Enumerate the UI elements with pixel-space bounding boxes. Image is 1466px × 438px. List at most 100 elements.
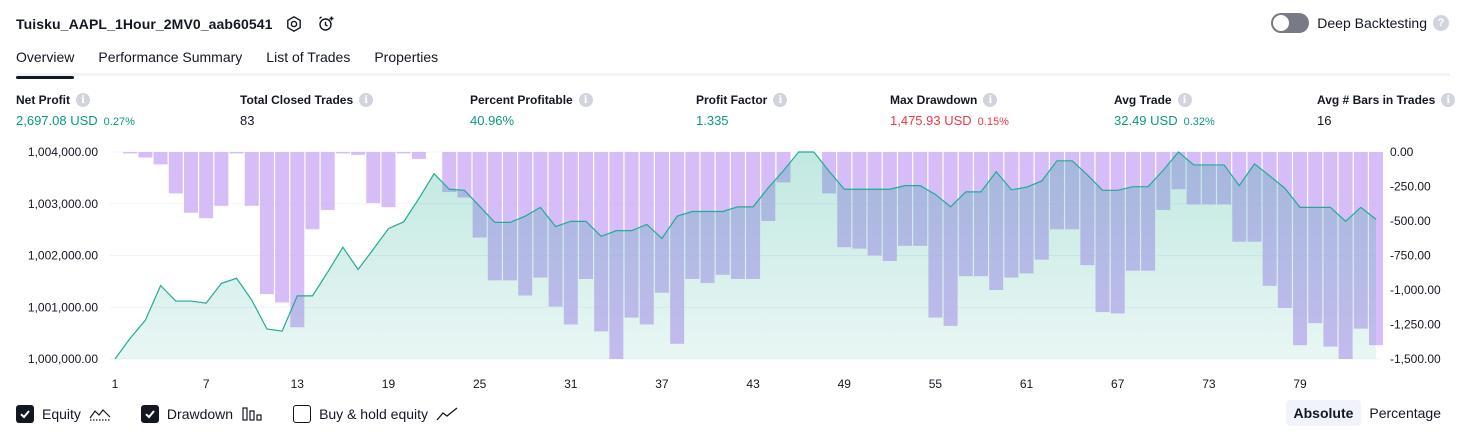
deep-backtesting-toggle[interactable] (1271, 13, 1310, 33)
x-tick-label: 79 (1293, 377, 1307, 390)
chart-legend: Equity Drawdown Buy & hold equity (16, 402, 488, 426)
tab-performance-summary[interactable]: Performance Summary (98, 49, 243, 65)
add-alert-icon[interactable] (315, 13, 337, 35)
drawdown-bar (335, 152, 350, 154)
legend-equity[interactable]: Equity (16, 405, 111, 423)
equity-drawdown-chart[interactable]: 1,004,000.00 1,003,000.00 1,002,000.00 1,00… (0, 140, 1466, 390)
toggle-knob (1273, 15, 1290, 31)
drawdown-bar (320, 152, 335, 210)
deep-backtesting-control: Deep Backtesting ? (1271, 13, 1449, 33)
metrics-row: Net Profit i 2,697.08 USD 0.27% Total Clos… (16, 93, 1456, 133)
metric-avg-trade: Avg Trade i 32.49 USD 0.32% (1114, 93, 1215, 128)
metric-title-text: Profit Factor (696, 93, 768, 107)
drawdown-bar (229, 152, 244, 154)
equity-checkbox[interactable] (16, 405, 34, 423)
axis-labels: 1,004,000.00 1,003,000.00 1,002,000.00 1,00… (28, 145, 1441, 390)
absolute-button[interactable]: Absolute (1285, 400, 1362, 426)
x-tick-label: 49 (838, 377, 852, 390)
y-right-tick-label: -1,000.00 (1390, 283, 1441, 297)
strategy-name: Tuisku_AAPL_1Hour_2MV0_aab60541 (16, 16, 273, 32)
metric-percent: 0.15% (977, 116, 1009, 128)
buy-hold-line-icon (436, 407, 458, 421)
metric-title-text: Avg Trade (1114, 93, 1172, 107)
y-right-tick-label: -750.00 (1390, 249, 1431, 263)
metric-title: Avg # Bars in Trades i (1317, 93, 1456, 107)
equity-line-icon (89, 409, 111, 421)
legend-buy-hold-label: Buy & hold equity (319, 406, 429, 422)
metric-total-closed-trades: Total Closed Trades i 83 (240, 93, 374, 128)
info-icon[interactable]: i (76, 93, 90, 107)
x-tick-label: 25 (473, 377, 487, 390)
metric-title: Total Closed Trades i (240, 93, 374, 107)
settings-icon[interactable] (283, 13, 305, 35)
drawdown-checkbox[interactable] (140, 405, 159, 423)
y-right-tick-label: 0.00 (1390, 145, 1414, 159)
info-icon[interactable]: i (1441, 93, 1456, 107)
info-icon[interactable]: i (1177, 93, 1192, 107)
y-left-tick-label: 1,001,000.00 (28, 300, 98, 314)
metric-value: 40.96% (470, 113, 593, 128)
drawdown-bar (442, 152, 457, 193)
buy-hold-checkbox[interactable] (293, 405, 312, 423)
drawdown-bar (138, 152, 153, 158)
drawdown-bar (259, 152, 274, 295)
drawdown-bar (153, 152, 168, 165)
drawdown-bar (183, 152, 198, 213)
metric-value-text: 16 (1317, 113, 1332, 128)
x-tick-label: 31 (564, 377, 578, 390)
metric-profit-factor: Profit Factor i 1.335 (696, 93, 788, 128)
metric-percent: 0.27% (103, 116, 135, 128)
metric-value: 1,475.93 USD 0.15% (890, 113, 1009, 128)
metric-value-text: 32.49 USD (1114, 113, 1178, 128)
legend-drawdown[interactable]: Drawdown (140, 405, 263, 423)
help-icon[interactable]: ? (1433, 15, 1449, 31)
value-mode-switch: Absolute Percentage (1285, 400, 1450, 426)
metric-value: 83 (240, 113, 373, 128)
metric-value: 1.335 (696, 113, 787, 128)
metric-title: Profit Factor i (696, 93, 788, 107)
metric-max-drawdown: Max Drawdown i 1,475.93 USD 0.15% (890, 93, 1009, 128)
x-tick-label: 61 (1020, 377, 1034, 390)
x-tick-label: 67 (1111, 377, 1125, 390)
metric-title-text: Net Profit (16, 93, 70, 107)
metric-value-text: 83 (240, 113, 255, 128)
drawdown-bar (168, 152, 183, 194)
info-icon[interactable]: i (773, 93, 788, 107)
metric-title: Net Profit i (16, 93, 135, 107)
metric-value: 2,697.08 USD 0.27% (16, 113, 135, 128)
drawdown-bar (351, 152, 366, 155)
metric-value-text: 1.335 (696, 113, 729, 128)
info-icon[interactable]: i (359, 93, 374, 107)
drawdown-bar (290, 152, 305, 328)
tab-properties[interactable]: Properties (374, 49, 439, 65)
y-right-tick-label: -500.00 (1390, 214, 1431, 228)
drawdown-bar (123, 152, 138, 154)
metric-title-text: Total Closed Trades (240, 93, 354, 107)
metric-title: Max Drawdown i (890, 93, 1009, 107)
info-icon[interactable]: i (983, 93, 998, 107)
x-tick-label: 43 (746, 377, 760, 390)
metric-title-text: Percent Profitable (470, 93, 573, 107)
tab-overview[interactable]: Overview (16, 46, 75, 79)
drawdown-bar (214, 152, 229, 206)
x-tick-label: 19 (382, 377, 396, 390)
drawdown-bar (305, 152, 320, 230)
drawdown-bar (411, 152, 426, 159)
metric-avg-bars-in-trades: Avg # Bars in Trades i 16 (1317, 93, 1456, 128)
metric-value-text: 2,697.08 USD (16, 113, 98, 128)
info-icon[interactable]: i (578, 93, 593, 107)
y-right-tick-label: -1,500.00 (1390, 352, 1441, 366)
metric-value-text: 1,475.93 USD (890, 113, 972, 128)
x-tick-label: 1 (112, 377, 119, 390)
equity-area (115, 152, 1376, 359)
legend-buy-hold[interactable]: Buy & hold equity (293, 405, 458, 423)
metric-percent-profitable: Percent Profitable i 40.96% (470, 93, 593, 128)
tab-list-of-trades[interactable]: List of Trades (266, 49, 351, 65)
legend-equity-label: Equity (42, 406, 81, 422)
drawdown-bar (381, 152, 396, 208)
y-left-tick-label: 1,002,000.00 (28, 249, 98, 263)
percentage-button[interactable]: Percentage (1369, 405, 1441, 421)
report-tabs: Overview Performance Summary List of Tra… (16, 46, 1450, 79)
drawdown-bar (275, 152, 290, 303)
y-left-tick-label: 1,003,000.00 (28, 197, 98, 211)
